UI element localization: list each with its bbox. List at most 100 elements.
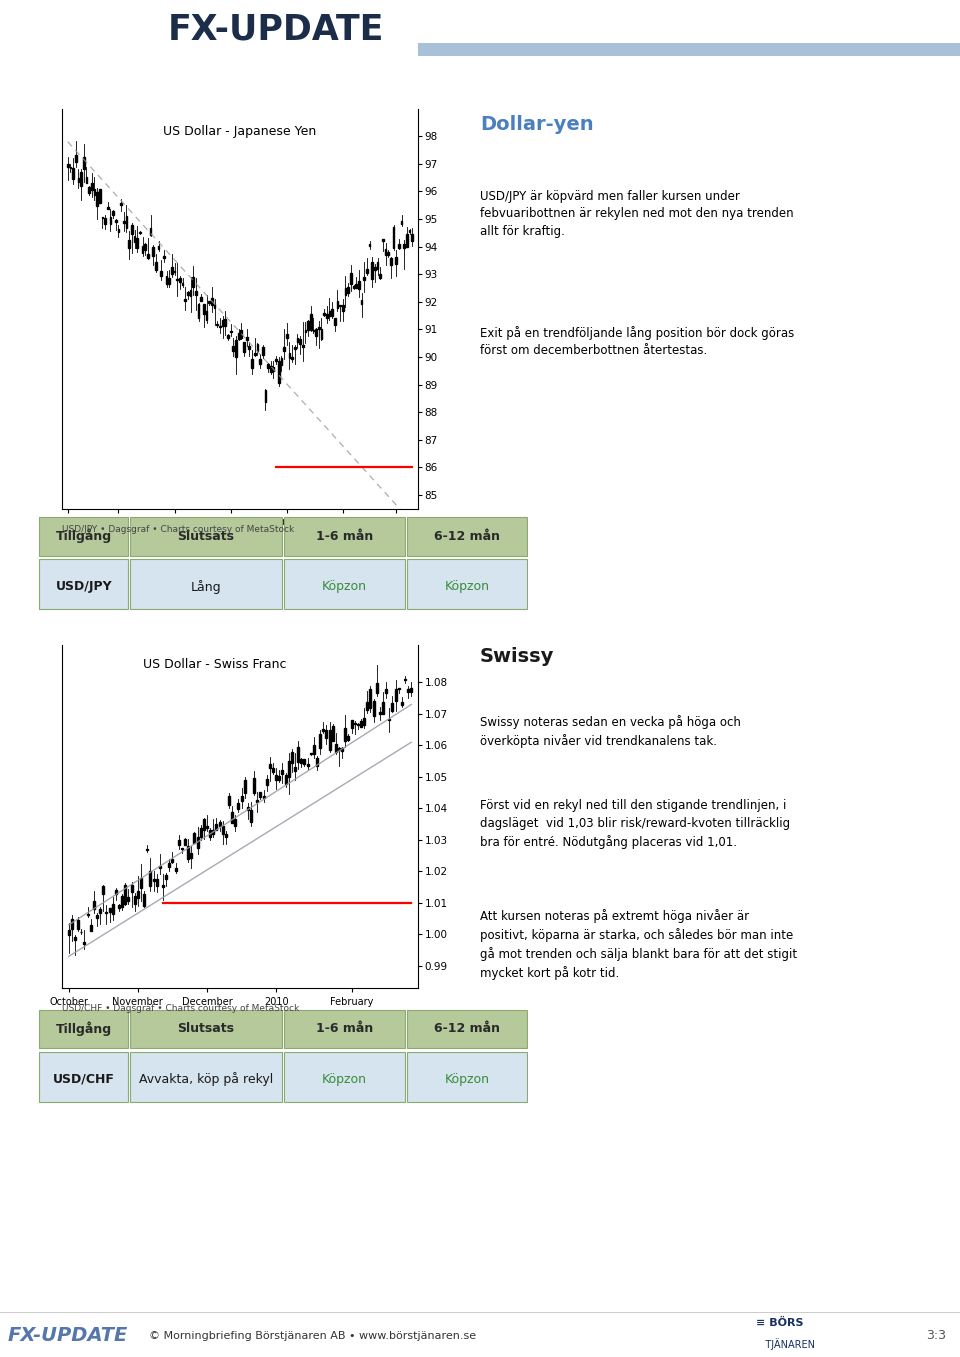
Bar — [334, 319, 336, 324]
Text: FX-UPDATE: FX-UPDATE — [8, 1326, 128, 1345]
Bar — [409, 229, 411, 232]
Bar — [361, 300, 362, 304]
Bar — [307, 320, 309, 331]
Bar — [370, 689, 372, 708]
Bar — [326, 313, 327, 318]
Bar — [158, 866, 161, 867]
Bar — [89, 924, 92, 931]
Bar — [143, 894, 145, 906]
Bar — [259, 360, 261, 364]
Bar — [105, 218, 106, 224]
Text: Avvakta, köp på rekyl: Avvakta, köp på rekyl — [139, 1072, 274, 1086]
Bar — [318, 327, 320, 328]
Text: Köpzon: Köpzon — [322, 1072, 367, 1086]
Bar — [78, 178, 80, 182]
Bar — [39, 559, 128, 609]
Bar — [310, 313, 312, 330]
Bar — [407, 559, 527, 609]
Text: ≡ BÖRS: ≡ BÖRS — [756, 1318, 804, 1329]
Bar — [412, 233, 413, 240]
Bar — [280, 358, 282, 365]
Bar — [193, 833, 196, 843]
Text: FX-UPDATE: FX-UPDATE — [168, 12, 384, 46]
Text: Exit på en trendföljande lång position bör dock göras
först om decemberbottnen å: Exit på en trendföljande lång position b… — [480, 326, 794, 357]
Bar — [184, 299, 186, 301]
Bar — [93, 901, 95, 909]
Bar — [395, 689, 396, 700]
Bar — [108, 908, 110, 912]
Bar — [316, 759, 318, 767]
Text: Swissy noteras sedan en vecka på höga och
överköpta nivåer vid trendkanalens tak: Swissy noteras sedan en vecka på höga oc… — [480, 715, 741, 748]
Bar — [303, 759, 305, 764]
Bar — [348, 288, 349, 293]
Bar — [244, 780, 246, 792]
Bar — [39, 1010, 128, 1049]
Bar — [111, 905, 113, 913]
Bar — [238, 332, 239, 339]
Bar — [372, 702, 374, 716]
Bar — [304, 330, 306, 331]
Bar — [237, 803, 239, 809]
Text: Swissy: Swissy — [480, 647, 554, 666]
Bar — [277, 361, 279, 383]
Bar — [284, 1010, 404, 1049]
Bar — [88, 186, 90, 193]
Bar — [99, 189, 101, 202]
Bar — [284, 1052, 404, 1102]
Bar — [128, 897, 130, 901]
Bar — [166, 277, 167, 284]
Bar — [262, 346, 264, 356]
Bar — [177, 280, 179, 281]
Bar — [410, 688, 412, 692]
Text: USD/JPY • Dagsgraf • Charts courtesy of MetaStock: USD/JPY • Dagsgraf • Charts courtesy of … — [62, 525, 295, 535]
Bar — [382, 702, 384, 714]
Bar — [71, 919, 73, 928]
Bar — [360, 721, 362, 727]
Bar — [382, 239, 384, 242]
Bar — [253, 353, 255, 356]
Bar — [283, 347, 285, 351]
Bar — [201, 297, 203, 301]
Bar — [323, 729, 324, 730]
Text: Köpzon: Köpzon — [444, 579, 490, 593]
Bar — [144, 244, 146, 251]
Bar — [91, 183, 92, 190]
Bar — [74, 936, 76, 940]
Bar — [130, 517, 282, 556]
Bar — [247, 806, 249, 810]
Bar — [103, 886, 105, 894]
Bar — [401, 703, 403, 706]
Bar — [294, 347, 296, 350]
Bar — [131, 225, 132, 235]
Bar — [301, 346, 303, 347]
Bar — [374, 267, 375, 270]
Bar — [256, 343, 258, 351]
Bar — [214, 304, 215, 308]
Bar — [266, 779, 268, 786]
Bar — [273, 366, 275, 370]
Bar — [253, 778, 255, 792]
Bar — [393, 227, 395, 248]
Bar — [375, 683, 377, 693]
Bar — [109, 217, 111, 224]
Bar — [67, 164, 68, 167]
Text: En högre växel från Börstjänaren: En högre växel från Börstjänaren — [422, 22, 642, 37]
Bar — [289, 353, 290, 358]
Bar — [379, 274, 381, 278]
Bar — [162, 885, 164, 887]
Bar — [324, 313, 325, 315]
Bar — [300, 759, 302, 763]
Bar — [171, 267, 173, 274]
Text: US Dollar - Swiss Franc: US Dollar - Swiss Franc — [143, 658, 287, 672]
Bar — [211, 297, 213, 305]
Bar — [376, 262, 378, 269]
Bar — [133, 896, 135, 904]
Bar — [192, 277, 194, 288]
Bar — [39, 517, 128, 556]
Bar — [269, 764, 271, 768]
Bar — [276, 775, 277, 780]
Bar — [157, 246, 159, 248]
Bar — [228, 797, 230, 805]
Bar — [367, 702, 369, 710]
Bar — [112, 212, 114, 214]
